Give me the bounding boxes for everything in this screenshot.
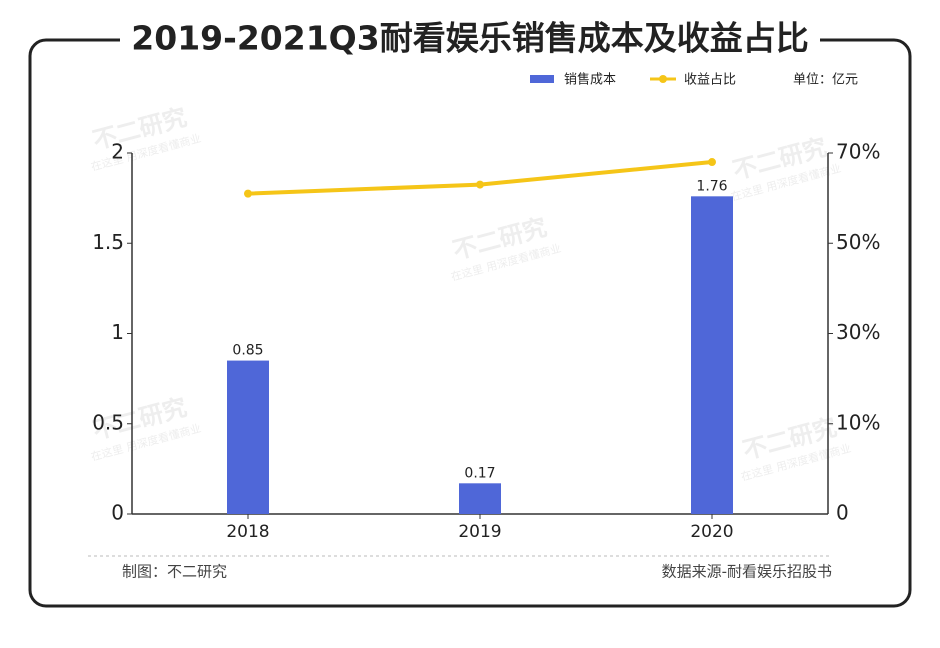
bar xyxy=(227,360,269,514)
x-tick-label: 2018 xyxy=(226,522,269,542)
data-label: 0.17 xyxy=(464,465,495,481)
y2-tick-label: 70% xyxy=(836,140,880,164)
y-tick-label: 0.5 xyxy=(92,410,124,434)
bar xyxy=(459,483,501,514)
y-tick-label: 1.5 xyxy=(92,230,124,254)
line xyxy=(247,160,713,196)
x-tick-label: 2020 xyxy=(690,522,733,542)
title-backdrop xyxy=(120,18,820,62)
chart-title: 2019-2021Q3耐看娱乐销售成本及收益占比 xyxy=(131,19,808,58)
y-tick-label: 1 xyxy=(111,320,124,344)
y2-tick-label: 50% xyxy=(836,230,880,254)
line-point xyxy=(244,189,252,198)
y2-tick-label: 10% xyxy=(836,410,880,434)
legend-swatch xyxy=(530,75,554,83)
y-tick-label: 0 xyxy=(111,501,124,525)
data-label: 1.76 xyxy=(696,178,727,194)
legend-swatch xyxy=(659,75,667,83)
legend-label: 销售成本 xyxy=(564,72,616,88)
source: 数据来源-耐看娱乐招股书 xyxy=(662,563,832,581)
legend-label: 收益占比 xyxy=(684,73,736,88)
y2-tick-label: 0 xyxy=(836,501,849,525)
x-tick-label: 2019 xyxy=(458,522,501,542)
bar xyxy=(691,196,733,514)
y2-tick-label: 30% xyxy=(836,320,880,344)
line-point xyxy=(476,180,484,189)
y-tick-label: 2 xyxy=(111,140,124,164)
data-label: 0.85 xyxy=(232,343,263,359)
unit-label: 单位：亿元 xyxy=(793,73,858,88)
line-point xyxy=(708,158,716,167)
credit: 制图：不二研究 xyxy=(122,563,227,581)
